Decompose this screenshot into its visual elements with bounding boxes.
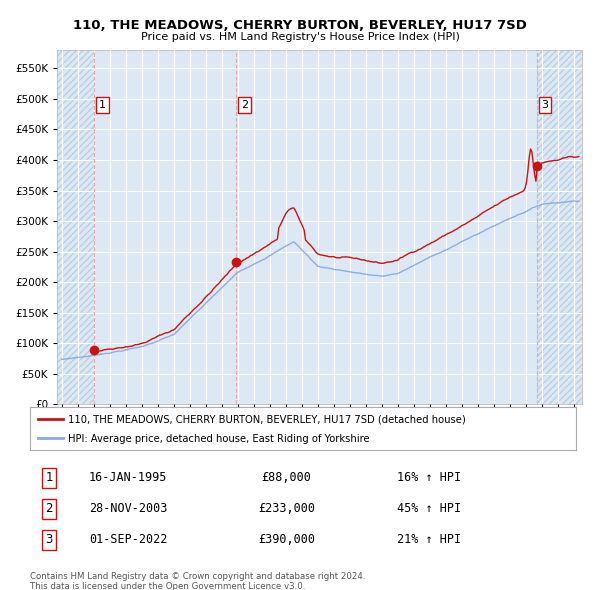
Text: £390,000: £390,000	[258, 533, 315, 546]
Text: 16-JAN-1995: 16-JAN-1995	[89, 471, 167, 484]
Text: 01-SEP-2022: 01-SEP-2022	[89, 533, 167, 546]
Text: 1: 1	[46, 471, 53, 484]
Text: 45% ↑ HPI: 45% ↑ HPI	[397, 502, 461, 516]
Text: Price paid vs. HM Land Registry's House Price Index (HPI): Price paid vs. HM Land Registry's House …	[140, 32, 460, 42]
Text: 110, THE MEADOWS, CHERRY BURTON, BEVERLEY, HU17 7SD (detached house): 110, THE MEADOWS, CHERRY BURTON, BEVERLE…	[68, 414, 466, 424]
Text: 2: 2	[46, 502, 53, 516]
Text: 16% ↑ HPI: 16% ↑ HPI	[397, 471, 461, 484]
Text: 21% ↑ HPI: 21% ↑ HPI	[397, 533, 461, 546]
Text: Contains HM Land Registry data © Crown copyright and database right 2024.: Contains HM Land Registry data © Crown c…	[30, 572, 365, 581]
Text: HPI: Average price, detached house, East Riding of Yorkshire: HPI: Average price, detached house, East…	[68, 434, 370, 444]
Text: £88,000: £88,000	[262, 471, 311, 484]
Text: 2: 2	[241, 100, 248, 110]
Bar	[57, 50, 94, 404]
Text: 28-NOV-2003: 28-NOV-2003	[89, 502, 167, 516]
Text: This data is licensed under the Open Government Licence v3.0.: This data is licensed under the Open Gov…	[30, 582, 305, 590]
Text: £233,000: £233,000	[258, 502, 315, 516]
Text: 3: 3	[542, 100, 548, 110]
Text: 1: 1	[99, 100, 106, 110]
Text: 110, THE MEADOWS, CHERRY BURTON, BEVERLEY, HU17 7SD: 110, THE MEADOWS, CHERRY BURTON, BEVERLE…	[73, 19, 527, 32]
Text: 3: 3	[46, 533, 53, 546]
Bar	[537, 50, 582, 404]
